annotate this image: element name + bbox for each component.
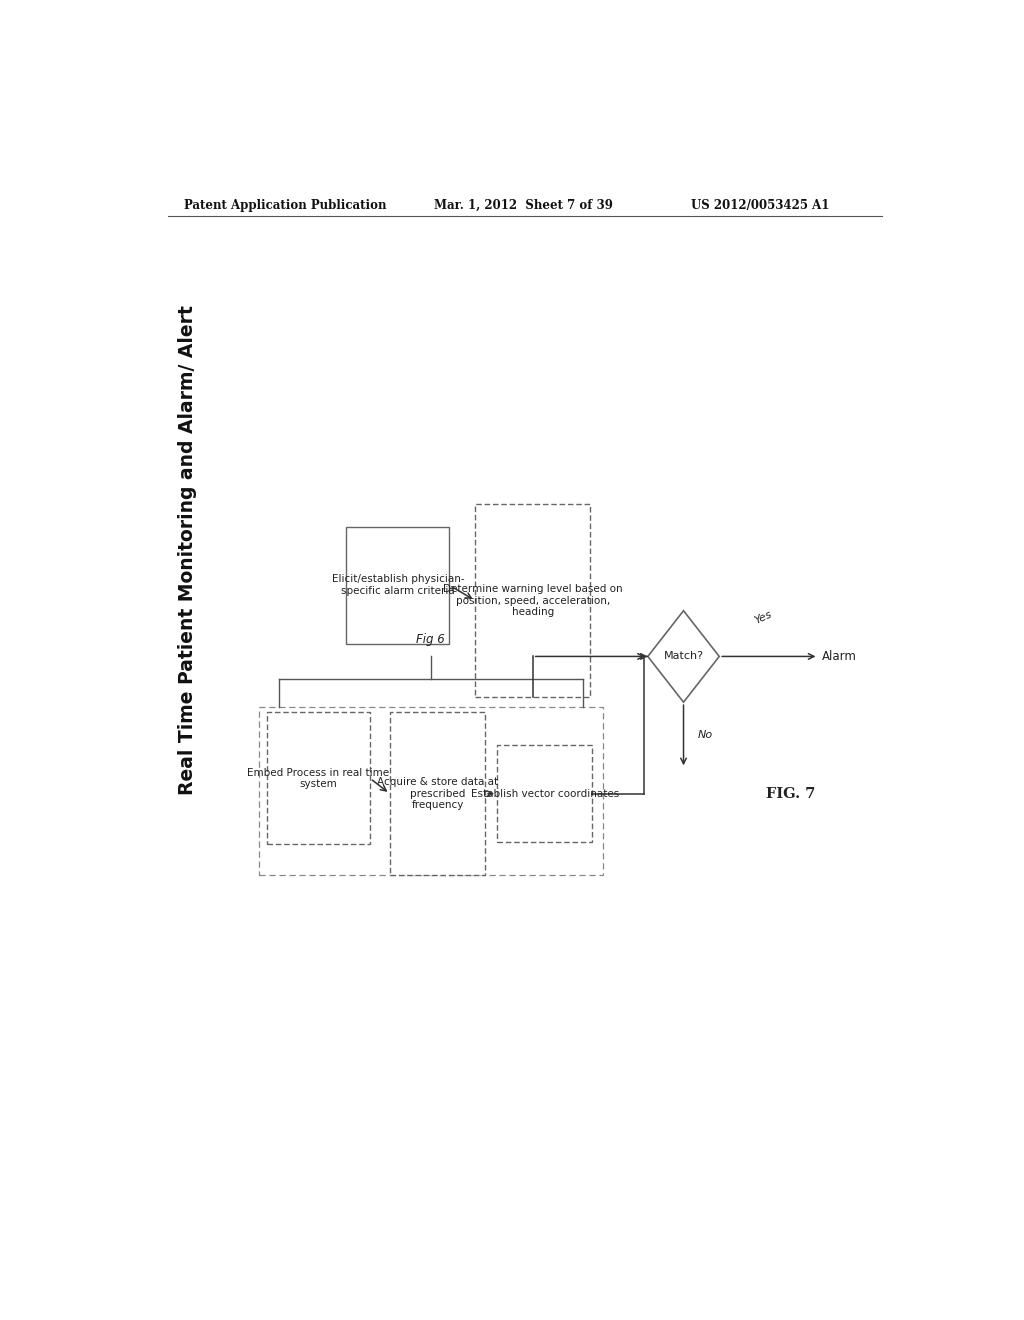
Text: No: No: [697, 730, 713, 741]
Text: Elicit/establish physician-
specific alarm criteria: Elicit/establish physician- specific ala…: [332, 574, 464, 597]
FancyBboxPatch shape: [267, 713, 370, 845]
FancyBboxPatch shape: [475, 504, 590, 697]
Text: Embed Process in real time
system: Embed Process in real time system: [248, 768, 389, 789]
Text: Determine warning level based on
position, speed, acceleration,
heading: Determine warning level based on positio…: [443, 583, 623, 618]
Text: Establish vector coordinates: Establish vector coordinates: [470, 788, 618, 799]
FancyBboxPatch shape: [346, 527, 450, 644]
Text: Mar. 1, 2012  Sheet 7 of 39: Mar. 1, 2012 Sheet 7 of 39: [433, 198, 612, 211]
Text: Patent Application Publication: Patent Application Publication: [183, 198, 386, 211]
Text: Fig 6: Fig 6: [417, 634, 445, 647]
FancyBboxPatch shape: [497, 746, 592, 842]
Text: Match?: Match?: [664, 652, 703, 661]
Text: US 2012/0053425 A1: US 2012/0053425 A1: [691, 198, 829, 211]
FancyBboxPatch shape: [390, 713, 485, 875]
Text: Yes: Yes: [753, 610, 773, 626]
Text: Alarm: Alarm: [822, 649, 857, 663]
Text: FIG. 7: FIG. 7: [766, 787, 815, 801]
Text: Real Time Patient Monitoring and Alarm/ Alert: Real Time Patient Monitoring and Alarm/ …: [178, 305, 197, 795]
Text: Acquire & store data at
prescribed
frequency: Acquire & store data at prescribed frequ…: [377, 777, 498, 810]
